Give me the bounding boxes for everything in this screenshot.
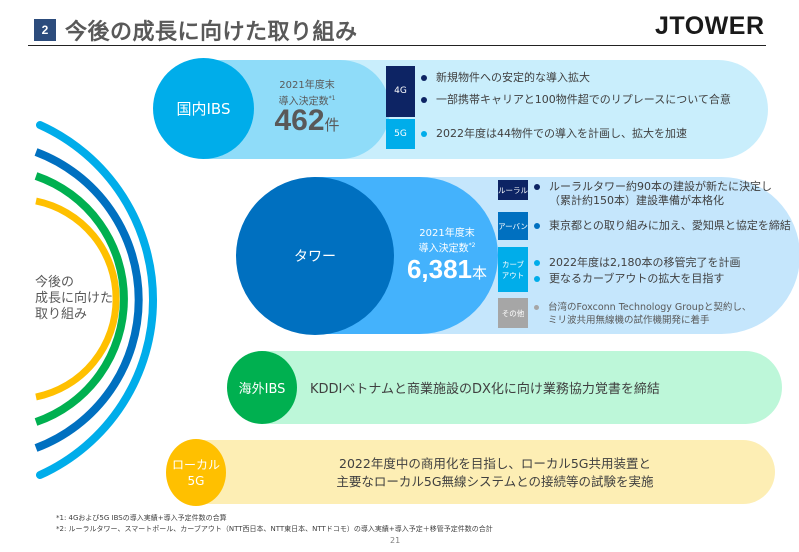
arc-blue xyxy=(34,148,143,452)
bullet-item: ルーラルタワー約90本の建設が新たに決定し （累計約150本）建設準備が本格化 xyxy=(534,180,772,208)
overseas-ibs-text: KDDIベトナムと商業施設のDX化に向け業務協力覚書を締結 xyxy=(310,382,660,397)
bullet-text: ミリ波共用無線機の試作機開発に着手 xyxy=(548,315,710,326)
domestic-ibs-label: 国内IBS xyxy=(176,100,231,118)
arc-outer-cyan xyxy=(36,121,157,479)
bullet-text: 更なるカーブアウトの拡大を目指す xyxy=(549,272,725,285)
bullet-text: 2022年度は2,180本の移管完了を計画 xyxy=(549,256,741,269)
tag-other: その他 xyxy=(498,298,528,328)
bullet-dot xyxy=(534,260,540,266)
domestic-ibs-metric-label: 2021年度末 導入決定数*1 xyxy=(252,79,362,108)
bullet-text: ルーラルタワー約90本の建設が新たに決定し xyxy=(549,180,772,193)
tag-urban: アーバン xyxy=(498,212,528,240)
domestic-ibs-metric-value: 462件 xyxy=(252,104,362,138)
center-label: 今後の 成長に向けた 取り組み xyxy=(35,275,113,323)
metric-label-text: 導入決定数 xyxy=(278,96,329,108)
local-5g-label-line: ローカル xyxy=(171,457,220,472)
overseas-ibs-circle: 海外IBS xyxy=(227,351,297,424)
bullet-dot xyxy=(534,305,539,310)
metric-label-line: 2021年度末 xyxy=(419,228,475,239)
tower-metric-label: 2021年度末 導入決定数*2 xyxy=(395,228,499,255)
tower-circle: タワー xyxy=(236,177,394,335)
tower-label: タワー xyxy=(294,249,336,265)
domestic-ibs-circle: 国内IBS xyxy=(153,58,254,159)
footnote-ref: *1 xyxy=(328,95,336,102)
tag-line: アウト xyxy=(501,270,525,280)
overseas-ibs-label: 海外IBS xyxy=(238,382,286,397)
tag-line: カーブ xyxy=(501,259,525,269)
bullet-item: 2022年度は44物件での導入を計画し、拡大を加速 xyxy=(421,127,687,141)
overseas-ibs-panel xyxy=(230,351,782,424)
footnote-ref: *2 xyxy=(468,242,476,249)
center-label-line: 取り組み xyxy=(35,307,88,322)
local-5g-panel xyxy=(170,440,775,504)
center-label-line: 成長に向けた xyxy=(35,291,114,306)
tower-metric-value: 6,381本 xyxy=(388,254,506,285)
local-5g-circle: ローカル 5G xyxy=(166,439,226,506)
bullet-dot xyxy=(421,97,427,103)
metric-label-text: 導入決定数 xyxy=(418,243,469,255)
local-5g-text: 2022年度中の商用化を目指し、ローカル5G共用装置と 主要なローカル5G無線シ… xyxy=(255,455,735,491)
tag-4g: 4G xyxy=(386,66,415,117)
page-number: 21 xyxy=(390,536,401,545)
bullet-text: 一部携帯キャリアと100物件超でのリプレースについて合意 xyxy=(436,93,731,106)
arc-green xyxy=(34,172,128,426)
brand-logo: JTOWER xyxy=(655,12,765,40)
local-5g-label-line: 5G xyxy=(187,473,205,488)
bullet-dot xyxy=(421,131,427,137)
page-title: 今後の成長に向けた取り組み xyxy=(65,20,358,45)
metric-number: 462 xyxy=(274,104,325,137)
bullet-text: 2022年度は44物件での導入を計画し、拡大を加速 xyxy=(436,127,687,140)
metric-unit: 件 xyxy=(324,116,340,134)
metric-unit: 本 xyxy=(472,264,488,282)
footnote: *1: 4Gおよび5G IBSの導入実績+導入予定件数の合算 xyxy=(56,514,227,522)
bullet-item: 一部携帯キャリアと100物件超でのリプレースについて合意 xyxy=(421,93,731,107)
arc-yellow xyxy=(35,197,120,401)
metric-label-line: 導入決定数*2 xyxy=(395,240,499,255)
footnote: *2: ルーラルタワー、スマートポール、カーブアウト（NTT西日本、NTT東日本… xyxy=(56,525,493,533)
bullet-dot xyxy=(534,223,540,229)
bullet-item: 更なるカーブアウトの拡大を目指す xyxy=(534,272,724,286)
bullet-item: 2022年度は2,180本の移管完了を計画 xyxy=(534,256,740,270)
header-divider xyxy=(28,45,766,46)
tag-rural: ルーラル xyxy=(498,180,528,200)
bullet-item: 新規物件への安定的な導入拡大 xyxy=(421,71,590,85)
bullet-item: 東京都との取り組みに加え、愛知県と協定を締結 xyxy=(534,219,791,233)
bullet-text: 新規物件への安定的な導入拡大 xyxy=(436,71,590,84)
center-label-line: 今後の xyxy=(35,275,75,290)
metric-number: 6,381 xyxy=(406,254,473,284)
bullet-text: （累計約150本）建設準備が本格化 xyxy=(549,194,724,207)
metric-label-line: 2021年度末 xyxy=(279,80,335,91)
section-number-badge: 2 xyxy=(34,19,56,41)
bullet-item: 台湾のFoxconn Technology Groupと契約し、 ミリ波共用無線… xyxy=(534,301,751,327)
tag-carve-out: カーブ アウト xyxy=(498,247,528,292)
growth-arcs-graphic xyxy=(34,121,157,479)
tag-5g: 5G xyxy=(386,119,415,149)
bullet-text: 台湾のFoxconn Technology Groupと契約し、 xyxy=(548,302,752,313)
bullet-dot xyxy=(534,276,540,282)
bullet-dot xyxy=(421,75,427,81)
bullet-dot xyxy=(534,184,540,190)
metric-label-line: 導入決定数*1 xyxy=(252,92,362,108)
local-5g-text-line: 主要なローカル5G無線システムとの接続等の試験を実施 xyxy=(336,474,654,489)
local-5g-text-line: 2022年度中の商用化を目指し、ローカル5G共用装置と xyxy=(339,456,651,471)
bullet-text: 東京都との取り組みに加え、愛知県と協定を締結 xyxy=(549,219,791,232)
